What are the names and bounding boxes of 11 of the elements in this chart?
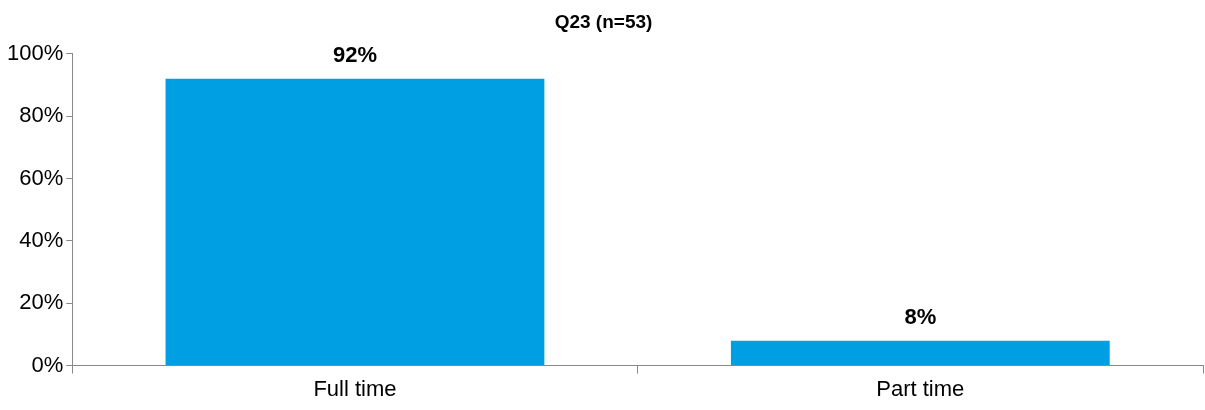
- y-tick-label: 60%: [19, 164, 64, 190]
- y-tick-label: 80%: [19, 102, 64, 128]
- chart-title: Q23 (n=53): [554, 10, 653, 32]
- y-tick-label: 100%: [6, 39, 64, 65]
- y-tick-label: 40%: [19, 226, 64, 252]
- data-label: 8%: [904, 303, 937, 329]
- y-tick-label: 20%: [19, 289, 64, 315]
- x-tick-label: Full time: [313, 375, 397, 401]
- x-tick-label: Part time: [876, 375, 965, 401]
- y-tick-label: 0%: [31, 351, 64, 377]
- data-label: 92%: [332, 41, 377, 67]
